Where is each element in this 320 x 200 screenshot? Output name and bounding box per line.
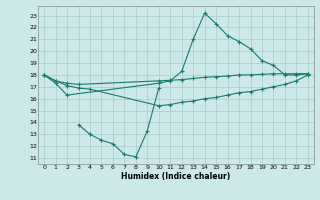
X-axis label: Humidex (Indice chaleur): Humidex (Indice chaleur) bbox=[121, 172, 231, 181]
